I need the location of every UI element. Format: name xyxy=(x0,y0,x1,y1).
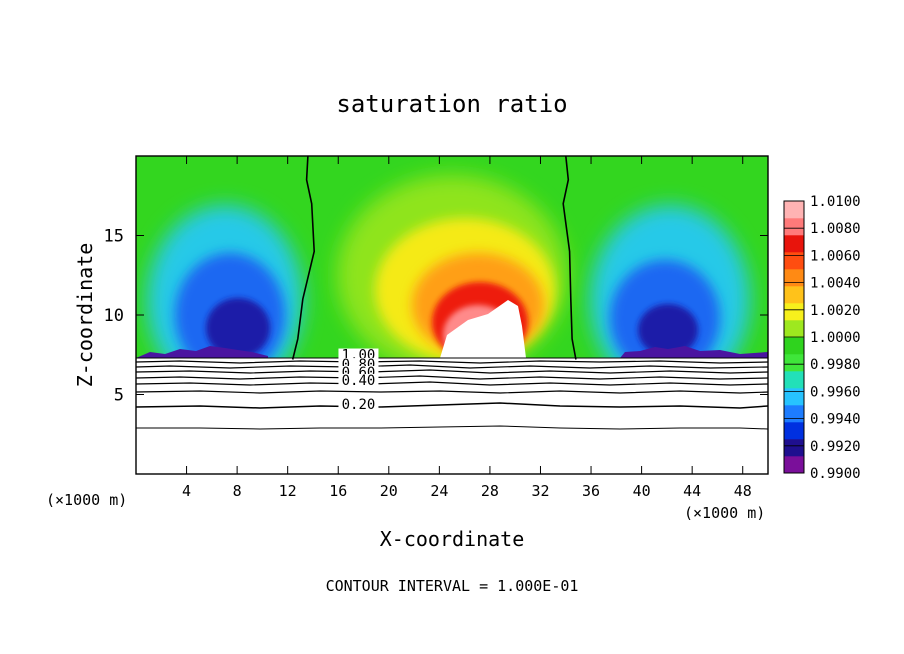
colorbar-swatch xyxy=(784,405,804,423)
x-tick-label: 8 xyxy=(233,482,242,500)
x-tick-label: 24 xyxy=(430,482,448,500)
saturation-boundary-left xyxy=(291,155,316,360)
colorbar-swatch xyxy=(784,218,804,236)
contour-line xyxy=(136,425,769,430)
x-tick-label: 48 xyxy=(734,482,752,500)
contour-line xyxy=(135,390,769,394)
x-tick-label: 28 xyxy=(481,482,499,500)
x-tick-label: 20 xyxy=(380,482,398,500)
contour-label-bg xyxy=(338,397,379,411)
y-tick-label: 5 xyxy=(114,386,124,406)
x-axis-title: X-coordinate xyxy=(380,527,525,551)
contour-line xyxy=(135,381,769,386)
y-tick-label: 10 xyxy=(104,306,124,326)
x-axis: 4 8 12 16 20 24 28 32 36 40 44 48 xyxy=(182,156,752,500)
chart-title: saturation ratio xyxy=(336,90,567,118)
colorbar-swatch xyxy=(784,286,804,304)
colorbar-swatch xyxy=(784,456,804,474)
colorbar-swatch xyxy=(784,303,804,321)
x-tick-label: 36 xyxy=(582,482,600,500)
colorbar-swatch xyxy=(784,371,804,389)
right-cell-navy xyxy=(638,304,698,356)
colorbar-label: 1.0100 xyxy=(810,194,861,210)
colorbar-label: 1.0080 xyxy=(810,221,861,237)
colorbar-swatch xyxy=(784,235,804,253)
x-tick-label: 44 xyxy=(683,482,701,500)
colorbar-swatch xyxy=(784,252,804,270)
contour-label: 0.20 xyxy=(342,397,376,413)
colorbar-label: 1.0040 xyxy=(810,276,861,292)
x-tick-label: 32 xyxy=(531,482,549,500)
contour-interval-note: CONTOUR INTERVAL = 1.000E-01 xyxy=(326,577,579,595)
y-tick-label: 15 xyxy=(104,227,124,247)
x-tick-label: 12 xyxy=(279,482,297,500)
colorbar-swatch xyxy=(784,422,804,440)
colorbar-label: 0.9980 xyxy=(810,357,861,373)
contour-line xyxy=(135,360,769,364)
colorbar-label: 1.0000 xyxy=(810,330,861,346)
contour-line xyxy=(135,375,769,380)
colorbar-label: 0.9920 xyxy=(810,439,861,455)
colorbar-swatch xyxy=(784,439,804,457)
left-cell-navy xyxy=(206,298,270,358)
contour-line xyxy=(135,402,769,409)
x-tick-label: 4 xyxy=(182,482,191,500)
colorbar-label: 0.9940 xyxy=(810,412,861,428)
heatmap-field xyxy=(136,156,768,474)
saturation-boundary-right xyxy=(562,155,577,360)
x-unit-label-left: (×1000 m) xyxy=(46,491,127,509)
colorbar-label: 0.9960 xyxy=(810,384,861,400)
colorbar-swatch xyxy=(784,269,804,287)
colorbar-swatch xyxy=(784,354,804,372)
x-tick-label: 16 xyxy=(329,482,347,500)
colorbar: 1.0100 1.0080 1.0060 1.0040 1.0020 1.0000 0.99… xyxy=(783,194,861,482)
cloud-base-edge-right xyxy=(620,346,768,358)
contour-lines xyxy=(135,360,769,430)
cloud-base-edge-left xyxy=(136,346,268,358)
colorbar-label: 1.0060 xyxy=(810,248,861,264)
contour-label-bg xyxy=(338,373,379,387)
colorbar-label: 0.9900 xyxy=(810,466,861,482)
y-axis: 5 10 15 xyxy=(104,227,768,406)
x-unit-label-right: (×1000 m) xyxy=(684,504,765,522)
upper-field xyxy=(136,156,768,358)
y-axis-title: Z-coordinate xyxy=(73,243,97,388)
x-tick-label: 40 xyxy=(633,482,651,500)
contour-line xyxy=(135,364,769,369)
contour-label: 0.40 xyxy=(342,373,376,389)
contour-labels: 1.000.800.600.400.20 xyxy=(338,348,379,413)
colorbar-swatch xyxy=(784,337,804,355)
contour-line xyxy=(135,369,769,374)
supersaturated-region xyxy=(440,300,526,358)
colorbar-swatch xyxy=(784,201,804,219)
colorbar-swatch xyxy=(784,320,804,338)
colorbar-swatch xyxy=(784,388,804,406)
colorbar-label: 1.0020 xyxy=(810,303,861,319)
